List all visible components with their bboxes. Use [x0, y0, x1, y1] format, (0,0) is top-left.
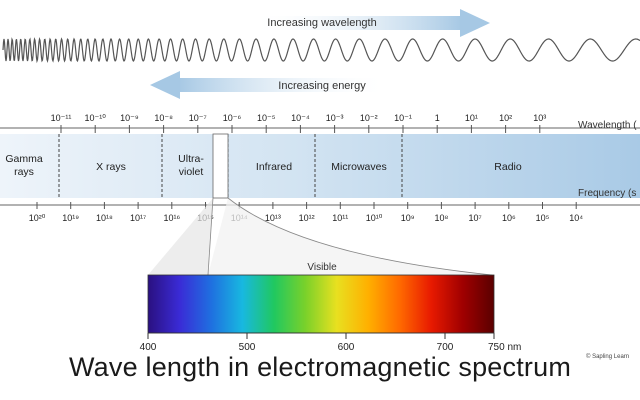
frequency-tick-label: 10⁵ — [536, 213, 550, 223]
visible-spectrum — [147, 274, 495, 334]
frequency-axis-label: Frequency (s — [578, 188, 636, 199]
frequency-tick-label: 10⁷ — [468, 213, 481, 223]
frequency-tick-label: 10⁸ — [434, 213, 448, 223]
visible-tick-label: 400 — [140, 342, 157, 353]
frequency-tick-label: 10⁹ — [401, 213, 415, 223]
wavelength-tick-label: 10⁻⁴ — [291, 113, 310, 123]
region-label: Gamma — [5, 153, 43, 165]
visible-window — [212, 133, 229, 199]
frequency-tick-label: 10¹⁸ — [96, 213, 113, 223]
region-label: rays — [14, 166, 34, 178]
region-label: Microwaves — [331, 161, 386, 173]
wavelength-tick-label: 10⁻⁸ — [154, 113, 173, 123]
frequency-tick-label: 10²⁰ — [29, 213, 46, 223]
visible-tick-label: 700 — [437, 342, 454, 353]
wavelength-tick-label: 10² — [499, 113, 512, 123]
visible-fan-right — [208, 198, 492, 275]
wavelength-tick-label: 10⁻⁷ — [189, 113, 207, 123]
wavelength-tick-label: 10¹ — [465, 113, 478, 123]
wavelength-arrow: Increasing wavelength — [250, 9, 490, 37]
energy-arrow: Increasing energy — [150, 71, 390, 99]
frequency-tick-label: 10¹⁶ — [163, 213, 180, 223]
frequency-tick-label: 10⁶ — [502, 213, 516, 223]
wavelength-tick-label: 10⁻³ — [326, 113, 344, 123]
region-label: Infrared — [256, 161, 292, 173]
spectrum-band — [0, 134, 640, 198]
wavelength-axis: Wavelength ( — [0, 120, 640, 131]
wavelength-tick-label: 1 — [435, 113, 440, 123]
region-label: X rays — [96, 161, 126, 173]
frequency-tick-label: 10¹⁷ — [130, 213, 146, 223]
frequency-tick-label: 10¹³ — [265, 213, 281, 223]
visible-fan — [148, 198, 213, 275]
wavelength-axis-label: Wavelength ( — [578, 120, 637, 131]
visible-tick-label: 600 — [338, 342, 355, 353]
wave-line — [2, 36, 640, 64]
wavelength-tick-label: 10⁻⁵ — [257, 113, 276, 123]
frequency-tick-label: 10¹² — [299, 213, 315, 223]
region-label: violet — [179, 166, 204, 178]
region-label: Ultra- — [178, 153, 204, 165]
frequency-tick-label: 10⁴ — [569, 213, 583, 223]
credit: © Sapling Learn — [586, 353, 629, 360]
wavelength-tick-label: 10⁻¹⁰ — [85, 113, 107, 123]
visible-label: Visible — [307, 262, 337, 273]
visible-tick-label: 500 — [239, 342, 256, 353]
energy-arrow-label: Increasing energy — [278, 80, 366, 92]
wavelength-tick-label: 10⁻² — [360, 113, 378, 123]
visible-tick-label: 750 nm — [488, 342, 521, 353]
wavelength-tick-label: 10⁻¹¹ — [51, 113, 72, 123]
frequency-tick-label: 10¹⁰ — [366, 213, 383, 223]
frequency-tick-label: 10¹¹ — [332, 213, 348, 223]
wavelength-tick-label: 10⁻¹ — [394, 113, 412, 123]
wavelength-arrow-label: Increasing wavelength — [267, 17, 376, 29]
caption: Wave length in electromagnetic spectrum — [68, 352, 572, 382]
wavelength-tick-label: 10³ — [533, 113, 546, 123]
frequency-tick-label: 10¹⁹ — [62, 213, 79, 223]
region-label: Radio — [494, 161, 522, 173]
wavelength-tick-label: 10⁻⁶ — [223, 113, 242, 123]
wavelength-tick-label: 10⁻⁹ — [120, 113, 139, 123]
